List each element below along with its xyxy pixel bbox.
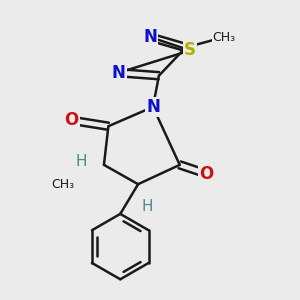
Text: H: H: [141, 199, 153, 214]
Text: O: O: [199, 165, 214, 183]
Text: CH₃: CH₃: [51, 178, 74, 191]
Text: N: N: [146, 98, 160, 116]
Text: S: S: [184, 41, 196, 59]
Text: CH₃: CH₃: [213, 31, 236, 44]
Text: N: N: [112, 64, 126, 82]
Text: O: O: [64, 111, 78, 129]
Text: N: N: [143, 28, 157, 46]
Text: H: H: [76, 154, 87, 169]
